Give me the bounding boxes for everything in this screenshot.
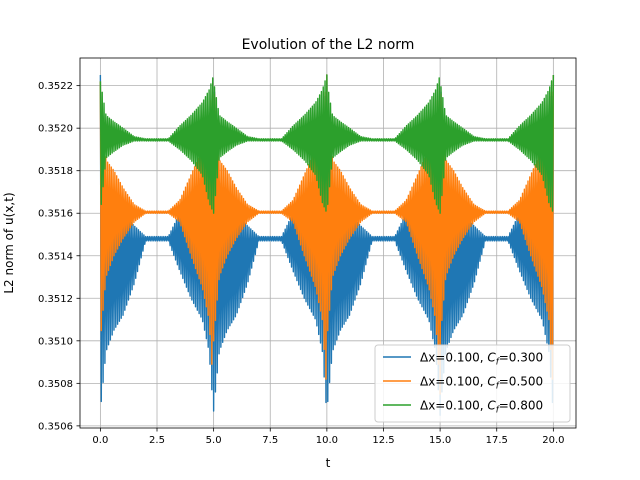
y-tick-label: 0.3512	[38, 294, 73, 305]
x-tick-label: 20.0	[542, 435, 564, 446]
legend-label-2: Δx=0.100, Cf=0.500	[420, 375, 543, 392]
x-tick-label: 5.0	[206, 435, 222, 446]
series-layer	[99, 74, 555, 416]
legend-prefix: Δx=0.100,	[420, 399, 487, 413]
series-line-3	[99, 74, 555, 214]
y-tick-label: 0.3516	[38, 209, 73, 220]
y-axis: 0.3506 0.3508 0.3510 0.3512 0.3514 0.3516 0.35…	[38, 81, 80, 432]
legend-sub: f	[496, 358, 501, 368]
legend-suffix: =0.300	[499, 351, 543, 365]
y-axis-title: L2 norm of u(x,t)	[2, 192, 16, 293]
x-tick-label: 12.5	[372, 435, 394, 446]
legend-label-1: Δx=0.100, Cf=0.300	[420, 351, 543, 368]
legend-cf: C	[487, 399, 496, 413]
y-tick-label: 0.3510	[38, 336, 73, 347]
y-tick-label: 0.3514	[38, 251, 73, 262]
y-tick-label: 0.3508	[38, 379, 73, 390]
y-tick-label: 0.3522	[38, 81, 73, 92]
x-tick-label: 15.0	[429, 435, 451, 446]
chart-title: Evolution of the L2 norm	[242, 37, 415, 53]
legend-prefix: Δx=0.100,	[420, 375, 487, 389]
legend-sub: f	[496, 382, 501, 392]
legend-label-3: Δx=0.100, Cf=0.800	[420, 399, 543, 416]
legend-sub: f	[496, 406, 501, 416]
x-axis-title: t	[326, 456, 331, 470]
x-tick-label: 17.5	[486, 435, 508, 446]
y-tick-label: 0.3506	[38, 421, 73, 432]
legend-prefix: Δx=0.100,	[420, 351, 487, 365]
x-tick-label: 7.5	[262, 435, 278, 446]
x-tick-label: 0.0	[92, 435, 108, 446]
y-tick-label: 0.3518	[38, 166, 73, 177]
plot-frame	[79, 57, 577, 429]
legend-cf: C	[487, 351, 496, 365]
x-tick-label: 10.0	[316, 435, 338, 446]
legend-suffix: =0.500	[499, 375, 543, 389]
x-tick-label: 2.5	[149, 435, 165, 446]
legend-cf: C	[487, 375, 496, 389]
legend-suffix: =0.800	[499, 399, 543, 413]
y-tick-label: 0.3520	[38, 124, 73, 135]
legend-box	[374, 344, 571, 423]
x-axis: 0.0 2.5 5.0 7.5 10.0 12.5 15.0 17.5 20.0	[92, 428, 564, 446]
